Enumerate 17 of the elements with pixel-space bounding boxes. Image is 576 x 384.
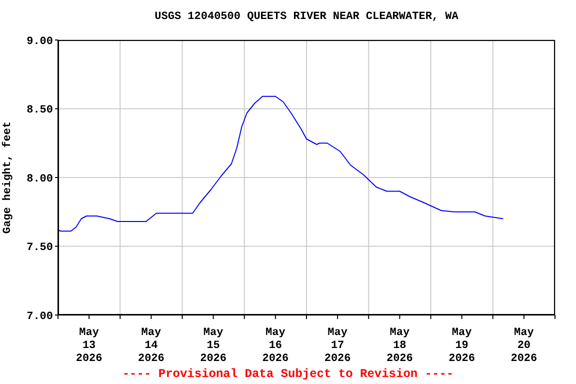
x-tick-label: May 14 2026 [138,327,164,365]
x-tick-label: May 20 2026 [510,327,538,365]
y-tick-label: 7.00 [26,310,53,323]
x-tick-label: May 16 2026 [262,327,289,365]
y-tick-label: 9.00 [26,36,53,48]
y-tick-label: 7.50 [26,242,53,254]
x-tick-label: May 17 2026 [324,327,351,365]
text: ---- Provisional Data Subject to Revision ---- [121,367,455,381]
x-tick-label: May 18 2026 [386,327,413,365]
y-axis-title: Gage height, feet [0,121,14,234]
x-tick-label: May 15 2026 [200,327,227,365]
y-tick-label: 8.50 [26,104,53,117]
chart-title: USGS 12040500 QUEETS RIVER NEAR CLEARWATER, WA [154,11,460,23]
x-tick-label: May 19 2026 [448,327,476,365]
x-tick-label: May 13 2026 [76,327,102,365]
line-series [58,96,504,232]
y-tick-label: 8.00 [26,173,53,186]
